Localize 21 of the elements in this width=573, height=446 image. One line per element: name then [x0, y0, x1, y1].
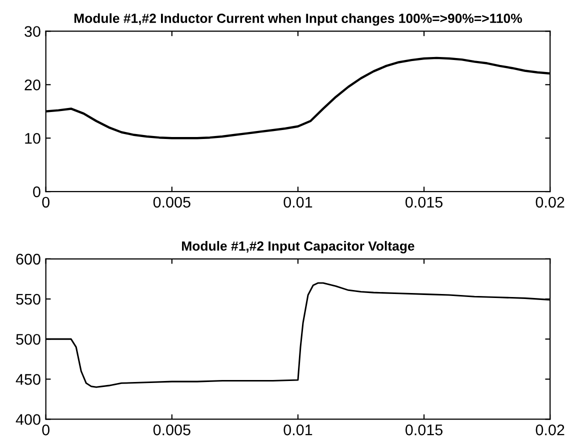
- x-tick-label: 0.015: [406, 196, 442, 208]
- x-tick-label: 0.005: [153, 424, 190, 436]
- chart-title: Module #1,#2 Input Capacitor Voltage: [182, 241, 414, 254]
- chart-title: Module #1,#2 Inductor Current when Input changes 100%=>90%=>110%: [74, 13, 522, 26]
- x-tick-label: 0.005: [153, 196, 190, 208]
- x-tick-label: 0.02: [536, 424, 564, 436]
- x-tick-label: 0: [42, 424, 50, 436]
- x-tick-label: 0.01: [284, 424, 312, 436]
- y-tick-label: 10: [25, 132, 40, 144]
- y-tick-label: 30: [24, 26, 40, 37]
- x-tick-label: 0.02: [536, 196, 564, 208]
- y-tick-label: 20: [24, 80, 40, 90]
- y-tick-label: 600: [16, 254, 40, 265]
- y-tick-label: 500: [16, 334, 40, 345]
- x-tick-label: 0: [42, 196, 50, 208]
- y-tick-label: 550: [16, 294, 40, 305]
- x-tick-label: 0.015: [406, 424, 442, 436]
- x-tick-label: 0.01: [284, 196, 312, 208]
- y-tick-label: 0: [33, 186, 40, 198]
- y-tick-label: 450: [16, 374, 40, 385]
- y-tick-label: 400: [16, 414, 40, 425]
